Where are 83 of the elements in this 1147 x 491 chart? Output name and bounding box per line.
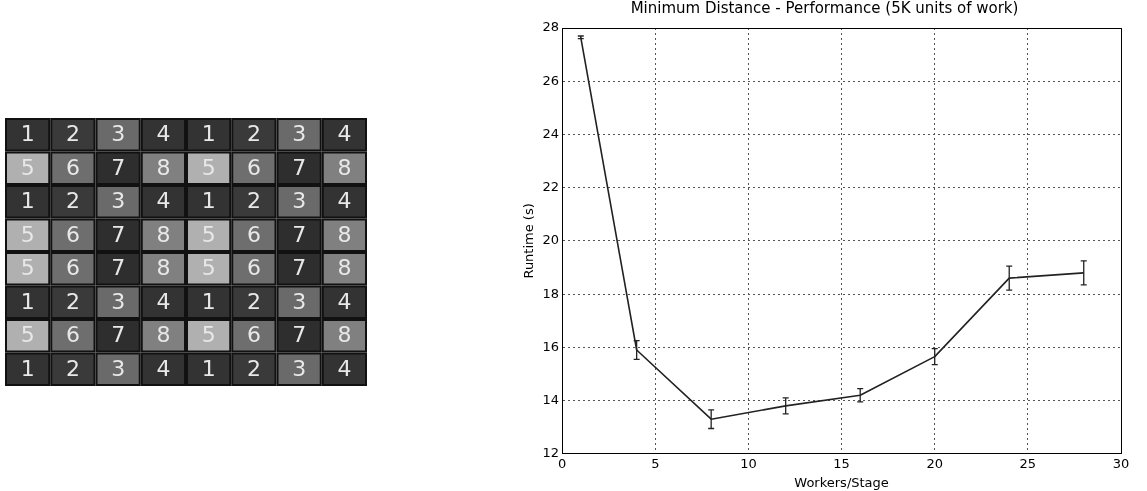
data-label: 3	[292, 121, 307, 147]
data-label: 6	[65, 154, 80, 180]
data-label: 5	[201, 154, 216, 180]
data-label: 3	[292, 188, 307, 214]
data-label: 6	[246, 154, 261, 180]
data-label: 2	[65, 288, 80, 314]
data-label: 4	[337, 121, 352, 147]
data-label: 8	[337, 255, 352, 281]
data-label: 6	[65, 255, 80, 281]
data-label: 4	[337, 188, 352, 214]
y-tick-label: 28	[542, 19, 560, 35]
y-tick-label: 12	[542, 445, 560, 461]
data-label: 5	[20, 255, 35, 281]
x-axis-title: Workers/Stage	[794, 474, 889, 490]
data-label: 6	[246, 255, 261, 281]
data-label: 6	[246, 221, 261, 247]
x-tick-label: 20	[926, 455, 943, 471]
data-label: 2	[65, 121, 80, 147]
data-label: 8	[156, 221, 171, 247]
data-label: 3	[111, 355, 126, 381]
chart-title: Minimum Distance - Performance (5K units of work)	[630, 0, 1019, 17]
data-label: 8	[337, 154, 352, 180]
data-label: 7	[111, 221, 126, 247]
data-label: 6	[65, 221, 80, 247]
x-tick-label: 25	[1019, 455, 1037, 471]
data-label: 8	[156, 255, 171, 281]
data-label: 7	[292, 221, 307, 247]
data-label: 3	[292, 288, 307, 314]
x-tick-label: 30	[1112, 455, 1130, 471]
data-label: 8	[337, 322, 352, 348]
data-label: 2	[246, 121, 261, 147]
data-label: 4	[156, 288, 171, 314]
data-label: 8	[156, 322, 171, 348]
data-label: 5	[201, 221, 216, 247]
x-tick-label: 15	[833, 455, 850, 471]
data-label: 1	[20, 188, 35, 214]
data-label: 4	[337, 355, 352, 381]
data-label: 6	[65, 322, 80, 348]
y-tick-label: 24	[542, 125, 560, 141]
data-label: 7	[292, 154, 307, 180]
data-label: 4	[156, 188, 171, 214]
y-tick-label: 16	[542, 338, 560, 354]
data-label: 3	[111, 188, 126, 214]
data-label: 4	[156, 355, 171, 381]
x-tick-label: 5	[651, 455, 660, 471]
data-label: 7	[292, 255, 307, 281]
data-label: 1	[20, 121, 35, 147]
data-label: 7	[111, 255, 126, 281]
data-label: 5	[201, 322, 216, 348]
data-label: 1	[201, 121, 216, 147]
data-label: 5	[201, 255, 216, 281]
x-tick-label: 0	[558, 455, 567, 471]
data-label: 1	[201, 288, 216, 314]
data-label: 2	[246, 288, 261, 314]
data-label: 2	[246, 355, 261, 381]
data-label: 4	[337, 288, 352, 314]
data-label: 1	[201, 355, 216, 381]
data-label: 3	[111, 121, 126, 147]
data-label: 5	[20, 154, 35, 180]
data-label: 1	[201, 188, 216, 214]
data-label: 8	[337, 221, 352, 247]
data-label: 6	[246, 322, 261, 348]
data-label: 7	[292, 322, 307, 348]
y-tick-label: 22	[542, 179, 560, 195]
data-label: 5	[20, 322, 35, 348]
data-label: 8	[156, 154, 171, 180]
data-label: 2	[246, 188, 261, 214]
data-label: 1	[20, 355, 35, 381]
y-axis-title: Runtime (s)	[521, 203, 537, 279]
y-tick-label: 26	[542, 72, 560, 88]
y-tick-label: 14	[542, 391, 560, 407]
data-label: 7	[111, 322, 126, 348]
data-label: 1	[20, 288, 35, 314]
data-label: 3	[292, 355, 307, 381]
x-tick-label: 10	[740, 455, 757, 471]
y-tick-label: 18	[542, 285, 560, 301]
data-label: 4	[156, 121, 171, 147]
data-label: 5	[20, 221, 35, 247]
data-label: 3	[111, 288, 126, 314]
data-label: 2	[65, 355, 80, 381]
y-tick-label: 20	[542, 232, 560, 248]
data-label: 7	[111, 154, 126, 180]
data-label: 2	[65, 188, 80, 214]
